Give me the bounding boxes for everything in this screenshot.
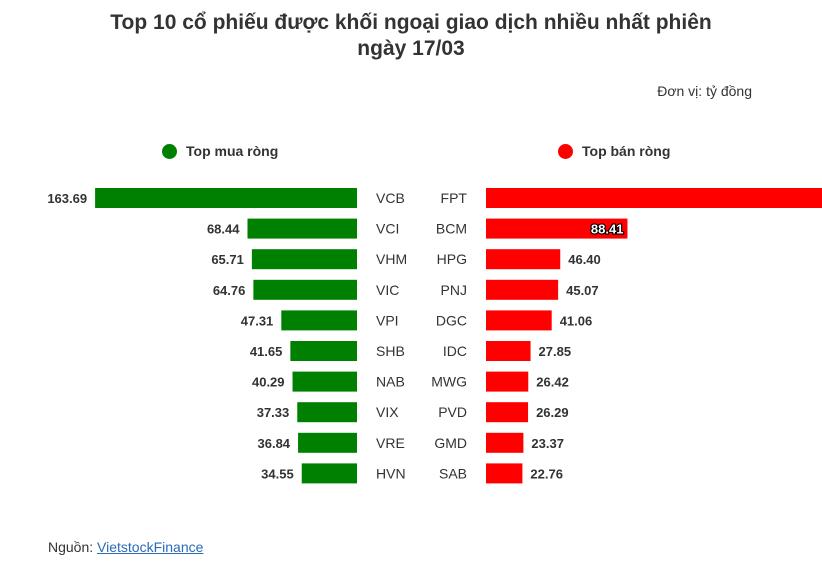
buy-ticker-label: VCI: [376, 221, 399, 237]
buy-bar: [253, 279, 357, 300]
sell-bar: [486, 218, 628, 239]
legend-buy-dot-icon: [162, 143, 177, 159]
buy-bar: [298, 432, 357, 453]
buy-value-label: 65.71: [211, 252, 244, 267]
legend-buy-label: Top mua ròng: [186, 143, 279, 159]
sell-value-label: 23.37: [531, 436, 564, 451]
sell-ticker-label: SAB: [439, 465, 467, 481]
buy-value-label: 37.33: [257, 405, 290, 420]
buy-value-label: 36.84: [258, 436, 291, 451]
buy-ticker-label: VCB: [376, 190, 405, 206]
buy-ticker-label: VPI: [376, 312, 399, 328]
buy-value-label: 41.65: [250, 344, 283, 359]
sell-value-label: 26.42: [536, 375, 569, 390]
buy-value-label: 163.69: [47, 191, 87, 206]
sell-bar: [486, 371, 529, 392]
sell-value-label: 41.06: [560, 313, 593, 328]
buy-value-label: 34.55: [261, 466, 294, 481]
chart-title-line-2: ngày 17/03: [357, 37, 465, 60]
sell-ticker-label: MWG: [431, 374, 467, 390]
buy-bar: [290, 341, 357, 361]
buy-bar: [297, 402, 357, 423]
sell-bar: [486, 341, 531, 361]
chart-title: Top 10 cổ phiếu được khối ngoại giao dịc…: [0, 10, 822, 62]
sell-ticker-label: DGC: [436, 312, 467, 328]
buy-ticker-label: VIC: [376, 282, 399, 298]
sell-value-label: 45.07: [566, 283, 599, 298]
source-note: Nguồn: VietstockFinance: [48, 539, 203, 555]
buy-value-label: 40.29: [252, 375, 285, 390]
sell-ticker-label: IDC: [443, 343, 467, 359]
sell-value-label: 22.76: [530, 466, 563, 481]
sell-value-label: 27.85: [539, 344, 572, 359]
sell-bar: [486, 402, 529, 423]
sell-value-label: 26.29: [536, 405, 569, 420]
buy-ticker-label: HVN: [376, 465, 406, 481]
sell-value-label: 88.41: [591, 222, 624, 237]
buy-ticker-label: NAB: [376, 374, 405, 390]
sell-bar: [486, 279, 559, 300]
chart-title-line-1: Top 10 cổ phiếu được khối ngoại giao dịc…: [110, 11, 712, 34]
sell-bar: [486, 310, 552, 331]
buy-bar: [247, 218, 357, 239]
sell-bar: [486, 432, 524, 453]
sell-ticker-label: HPG: [437, 251, 467, 267]
legend-sell: Top bán ròng: [558, 143, 670, 159]
buy-ticker-label: VIX: [376, 404, 399, 420]
buy-value-label: 47.31: [241, 313, 274, 328]
unit-label: Đơn vị: tỷ đồng: [657, 83, 752, 99]
buy-bar: [251, 249, 357, 270]
buy-value-label: 64.76: [213, 283, 246, 298]
sell-ticker-label: PVD: [438, 404, 467, 420]
sell-ticker-label: FPT: [441, 190, 468, 206]
sell-ticker-label: GMD: [434, 435, 467, 451]
sell-bar: [486, 188, 822, 208]
buy-ticker-label: SHB: [376, 343, 405, 359]
sell-bar: [486, 249, 561, 270]
buy-bar: [281, 310, 357, 331]
legend-sell-dot-icon: [558, 143, 573, 159]
legend-buy: Top mua ròng: [162, 143, 278, 159]
sell-value-label: 46.40: [568, 252, 601, 267]
buy-ticker-label: VRE: [376, 435, 405, 451]
sell-ticker-label: BCM: [436, 221, 467, 237]
sell-ticker-label: PNJ: [441, 282, 467, 298]
source-link[interactable]: VietstockFinance: [97, 539, 204, 555]
buy-value-label: 68.44: [207, 222, 240, 237]
legend-sell-label: Top bán ròng: [582, 143, 671, 159]
source-label: Nguồn:: [48, 539, 98, 555]
buy-ticker-label: VHM: [376, 251, 407, 267]
buy-bar: [301, 463, 357, 484]
buy-bar: [292, 371, 357, 392]
buy-bar: [95, 188, 357, 208]
sell-bar: [486, 463, 523, 484]
